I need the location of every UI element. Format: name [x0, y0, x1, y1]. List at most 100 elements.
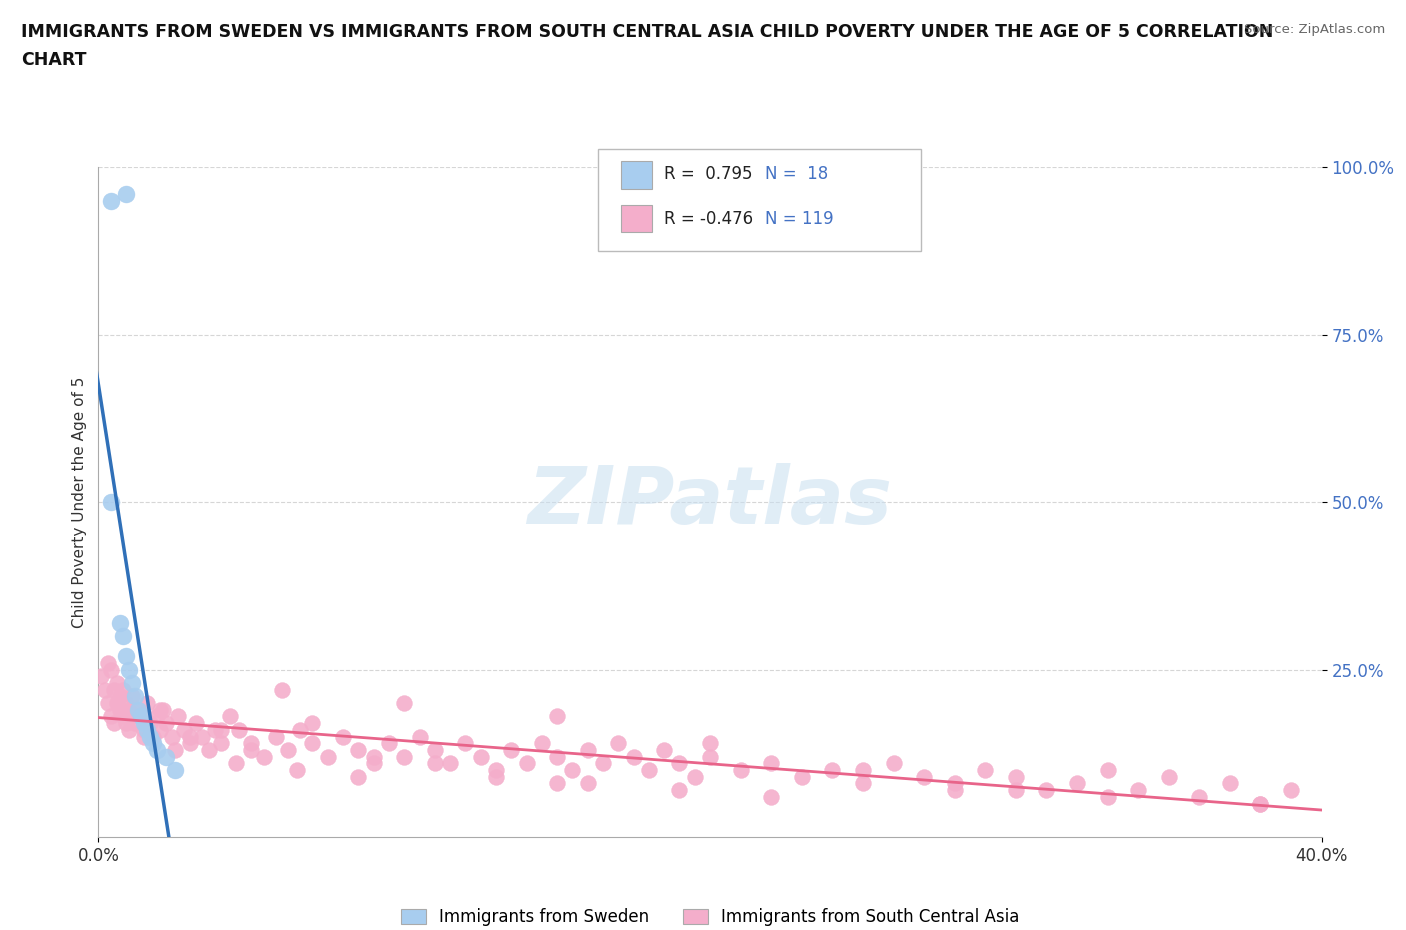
- Legend: Immigrants from Sweden, Immigrants from South Central Asia: Immigrants from Sweden, Immigrants from …: [394, 901, 1026, 930]
- Point: [501, 742, 523, 757]
- Point: [454, 736, 477, 751]
- Point: [759, 790, 782, 804]
- Point: [105, 696, 128, 711]
- Point: [118, 662, 141, 677]
- Point: [668, 783, 690, 798]
- Point: [163, 742, 186, 757]
- Point: [790, 769, 813, 784]
- Point: [155, 716, 177, 731]
- Point: [852, 776, 875, 790]
- Point: [363, 750, 385, 764]
- Text: Source: ZipAtlas.com: Source: ZipAtlas.com: [1244, 23, 1385, 36]
- Point: [209, 736, 232, 751]
- Point: [1066, 776, 1088, 790]
- Point: [378, 736, 401, 751]
- Text: ZIPatlas: ZIPatlas: [527, 463, 893, 541]
- Point: [668, 756, 690, 771]
- Point: [270, 683, 292, 698]
- Point: [103, 683, 125, 698]
- Point: [1219, 776, 1241, 790]
- Point: [219, 709, 242, 724]
- Point: [145, 709, 167, 724]
- Point: [209, 723, 232, 737]
- Point: [423, 742, 446, 757]
- Point: [108, 689, 131, 704]
- Point: [363, 756, 385, 771]
- Point: [1157, 769, 1180, 784]
- Point: [277, 742, 299, 757]
- Point: [167, 709, 190, 724]
- Point: [100, 709, 122, 724]
- Point: [1279, 783, 1302, 798]
- Point: [191, 729, 214, 744]
- Point: [145, 742, 167, 757]
- Point: [152, 702, 174, 717]
- Point: [392, 750, 416, 764]
- Y-axis label: Child Poverty Under the Age of 5: Child Poverty Under the Age of 5: [72, 377, 87, 628]
- Point: [607, 736, 630, 751]
- Point: [134, 716, 156, 731]
- Point: [121, 689, 143, 704]
- Point: [197, 742, 219, 757]
- Point: [516, 756, 538, 771]
- Point: [118, 702, 141, 717]
- Point: [392, 696, 416, 711]
- Text: IMMIGRANTS FROM SWEDEN VS IMMIGRANTS FROM SOUTH CENTRAL ASIA CHILD POVERTY UNDER: IMMIGRANTS FROM SWEDEN VS IMMIGRANTS FRO…: [21, 23, 1274, 41]
- Point: [127, 702, 149, 717]
- Point: [124, 716, 146, 731]
- Point: [1249, 796, 1271, 811]
- Point: [225, 756, 247, 771]
- Point: [121, 709, 143, 724]
- Point: [160, 729, 183, 744]
- Point: [149, 702, 172, 717]
- Point: [546, 776, 568, 790]
- Point: [332, 729, 354, 744]
- Text: CHART: CHART: [21, 51, 87, 69]
- Text: N = 119: N = 119: [765, 209, 834, 228]
- Point: [546, 709, 568, 724]
- Point: [1035, 783, 1057, 798]
- Point: [423, 756, 446, 771]
- Point: [485, 769, 508, 784]
- Point: [179, 729, 201, 744]
- Point: [111, 683, 134, 698]
- Point: [93, 683, 115, 698]
- Point: [108, 702, 131, 717]
- Point: [530, 736, 553, 751]
- Text: R =  0.795: R = 0.795: [664, 165, 752, 183]
- Point: [576, 776, 599, 790]
- Point: [111, 629, 134, 644]
- Text: N =  18: N = 18: [765, 165, 828, 183]
- Point: [118, 723, 141, 737]
- Point: [100, 193, 122, 208]
- Point: [240, 736, 263, 751]
- Point: [699, 750, 721, 764]
- Point: [124, 689, 146, 704]
- Point: [173, 723, 195, 737]
- Point: [408, 729, 430, 744]
- Point: [316, 750, 339, 764]
- Point: [240, 742, 263, 757]
- Point: [108, 616, 131, 631]
- Point: [285, 763, 308, 777]
- Point: [228, 723, 250, 737]
- Point: [883, 756, 905, 771]
- Point: [134, 729, 156, 744]
- Point: [149, 723, 172, 737]
- Point: [179, 736, 201, 751]
- Point: [97, 696, 120, 711]
- Point: [1097, 790, 1119, 804]
- Point: [121, 675, 143, 690]
- Point: [623, 750, 645, 764]
- Point: [136, 696, 159, 711]
- Point: [97, 656, 120, 671]
- Point: [912, 769, 935, 784]
- Point: [1128, 783, 1150, 798]
- Point: [974, 763, 997, 777]
- Text: R = -0.476: R = -0.476: [664, 209, 752, 228]
- Point: [252, 750, 274, 764]
- Point: [103, 716, 125, 731]
- Point: [115, 696, 138, 711]
- Point: [129, 709, 152, 724]
- Point: [347, 742, 370, 757]
